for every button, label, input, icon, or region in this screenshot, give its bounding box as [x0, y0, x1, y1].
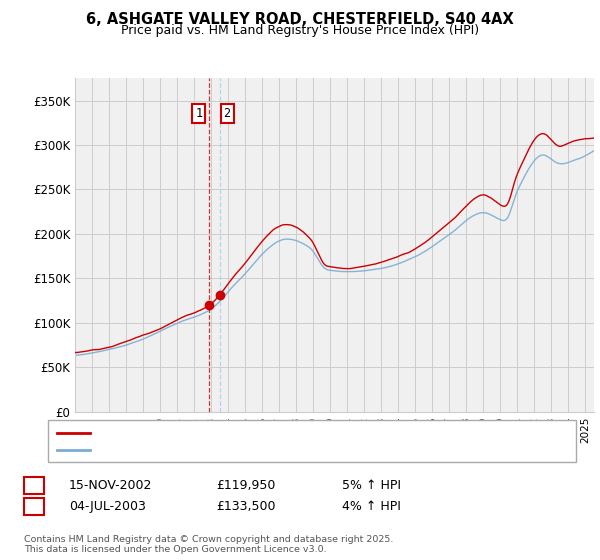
Text: £133,500: £133,500 — [216, 500, 275, 514]
Text: Price paid vs. HM Land Registry's House Price Index (HPI): Price paid vs. HM Land Registry's House … — [121, 24, 479, 37]
Text: 2: 2 — [224, 108, 230, 120]
Text: 1: 1 — [30, 479, 38, 492]
Text: 5% ↑ HPI: 5% ↑ HPI — [342, 479, 401, 492]
Text: £119,950: £119,950 — [216, 479, 275, 492]
Text: 6, ASHGATE VALLEY ROAD, CHESTERFIELD, S40 4AX: 6, ASHGATE VALLEY ROAD, CHESTERFIELD, S4… — [86, 12, 514, 27]
Text: Contains HM Land Registry data © Crown copyright and database right 2025.
This d: Contains HM Land Registry data © Crown c… — [24, 535, 394, 554]
Text: 4% ↑ HPI: 4% ↑ HPI — [342, 500, 401, 514]
Text: 1: 1 — [195, 108, 202, 120]
Text: 15-NOV-2002: 15-NOV-2002 — [69, 479, 152, 492]
Text: HPI: Average price, detached house, Chesterfield: HPI: Average price, detached house, Ches… — [96, 445, 365, 455]
Text: 6, ASHGATE VALLEY ROAD, CHESTERFIELD, S40 4AX (detached house): 6, ASHGATE VALLEY ROAD, CHESTERFIELD, S4… — [96, 428, 481, 438]
Text: 2: 2 — [30, 500, 38, 514]
Text: 04-JUL-2003: 04-JUL-2003 — [69, 500, 146, 514]
